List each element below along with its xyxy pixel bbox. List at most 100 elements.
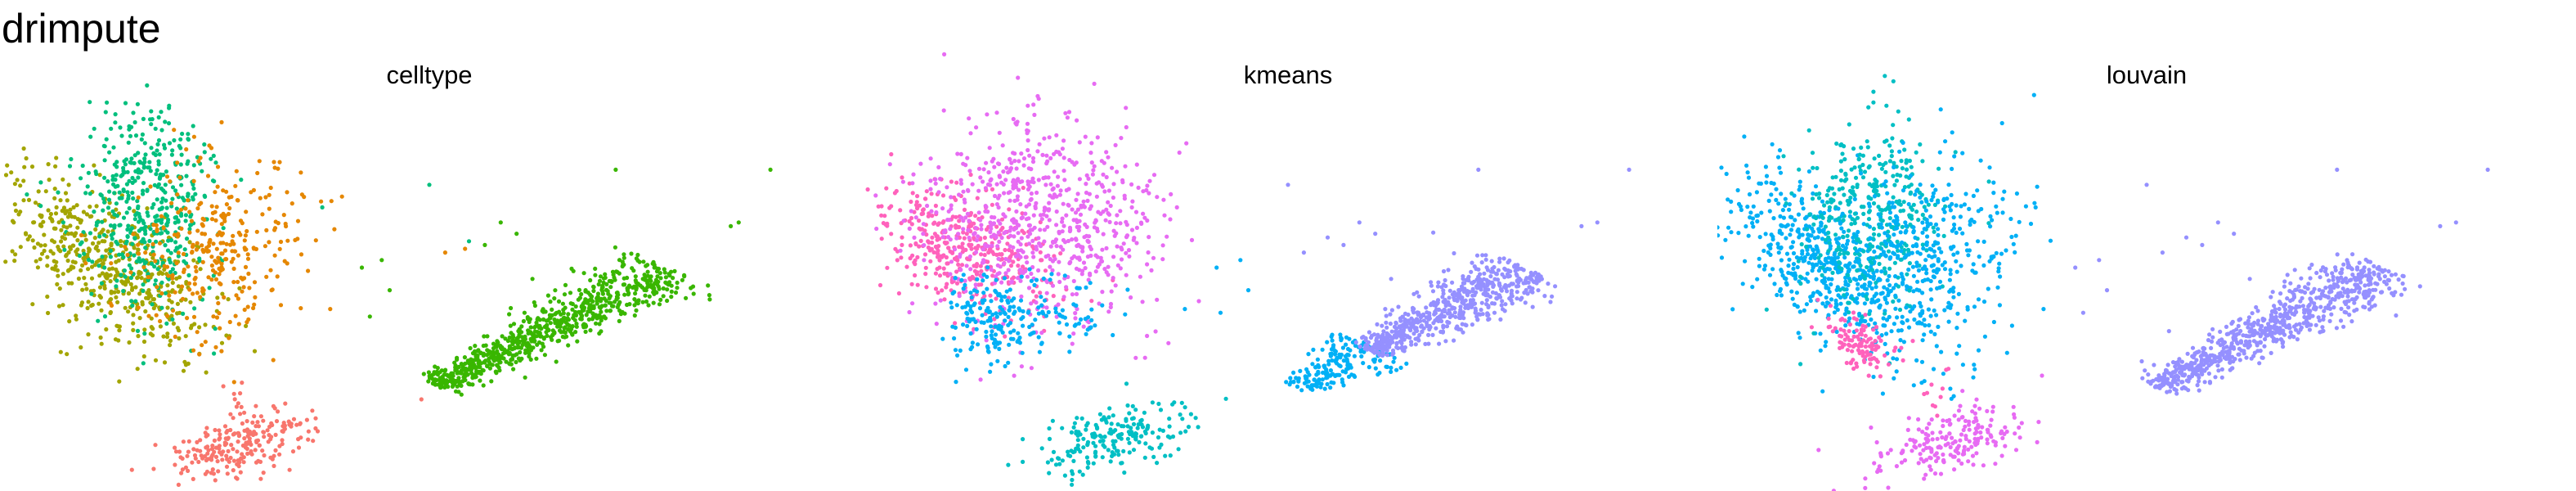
data-point [435, 372, 441, 377]
data-point [471, 358, 476, 363]
data-point [260, 212, 265, 217]
data-point [873, 193, 878, 198]
data-point [48, 211, 53, 217]
data-point [930, 214, 935, 218]
data-point [85, 305, 90, 311]
data-point [86, 170, 91, 175]
data-point [164, 313, 170, 318]
data-point [1470, 281, 1474, 286]
data-point [236, 439, 240, 444]
data-point [1042, 208, 1047, 213]
data-point [1119, 246, 1124, 250]
data-point [143, 250, 148, 255]
data-point [514, 352, 519, 357]
data-point [511, 367, 516, 372]
data-point [599, 286, 605, 291]
data-point [1067, 334, 1072, 339]
data-point [195, 291, 200, 295]
data-point [1003, 214, 1008, 219]
data-point [1147, 445, 1152, 450]
data-point [1134, 225, 1139, 230]
data-point [1125, 287, 1130, 292]
data-point [131, 313, 136, 318]
data-point [949, 203, 954, 208]
data-point [562, 330, 567, 335]
data-point [293, 237, 298, 242]
data-point [129, 124, 134, 129]
data-point [1778, 286, 1783, 291]
data-point [236, 253, 240, 258]
data-point [153, 126, 158, 131]
data-point [186, 281, 192, 286]
data-point [184, 261, 189, 266]
data-point [982, 252, 987, 258]
data-point [1070, 471, 1075, 476]
data-point [1101, 172, 1106, 177]
data-point [191, 186, 196, 191]
data-point [1057, 320, 1061, 325]
data-point [1320, 377, 1325, 382]
data-point [603, 316, 608, 321]
data-point [691, 291, 696, 296]
data-point [537, 318, 542, 322]
data-point [1484, 265, 1489, 270]
data-point [141, 161, 146, 166]
data-point [426, 370, 432, 375]
data-point [900, 242, 904, 247]
data-point [1027, 267, 1032, 272]
data-point [988, 369, 993, 374]
data-point [952, 247, 958, 252]
data-point [277, 160, 282, 164]
data-point [1434, 326, 1438, 331]
data-point [1115, 263, 1120, 268]
data-point [1911, 289, 1916, 294]
data-point [1466, 274, 1471, 279]
data-point [1073, 316, 1078, 321]
data-point [1948, 386, 1953, 391]
data-point [106, 211, 112, 216]
outlier-point [909, 209, 913, 214]
data-point [1055, 183, 1060, 188]
data-point [56, 304, 62, 309]
data-point [1074, 303, 1079, 308]
data-point [1008, 280, 1013, 285]
data-point [1075, 207, 1080, 212]
data-point [913, 215, 918, 220]
data-point [1019, 151, 1024, 156]
data-point [1038, 250, 1043, 255]
data-point [182, 267, 186, 273]
data-point [1007, 308, 1012, 313]
data-point [1155, 297, 1160, 302]
data-point [1036, 178, 1041, 182]
data-point [963, 278, 967, 283]
data-point [1443, 339, 1448, 344]
data-point [1047, 471, 1052, 475]
data-point [232, 397, 237, 402]
data-point [509, 346, 514, 351]
data-point [550, 337, 554, 342]
data-point [271, 403, 276, 408]
data-point [950, 324, 955, 329]
data-point [1359, 354, 1364, 359]
data-point [1751, 204, 1756, 209]
data-point [1457, 288, 1462, 293]
data-point [948, 272, 953, 277]
data-point [1118, 209, 1123, 214]
data-point [67, 211, 72, 216]
data-point [155, 142, 160, 146]
data-point [1795, 264, 1800, 270]
data-point [1514, 272, 1519, 277]
data-point [548, 300, 553, 304]
data-point [563, 320, 568, 325]
data-point [570, 307, 575, 312]
data-point [231, 391, 236, 396]
data-point [119, 273, 123, 277]
data-point [1021, 156, 1027, 161]
data-point [121, 289, 126, 294]
data-point [166, 217, 171, 223]
data-point [507, 350, 512, 355]
data-point [909, 222, 914, 227]
data-point [982, 235, 987, 241]
data-point [141, 116, 146, 121]
data-point [1791, 262, 1797, 267]
